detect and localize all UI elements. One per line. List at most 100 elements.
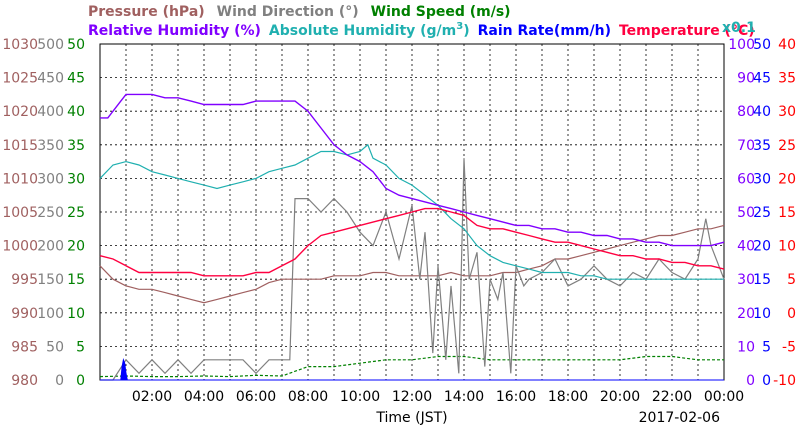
temp-tick-label: 0: [787, 306, 796, 322]
wind-dir-tick-label: 50: [46, 339, 64, 355]
rain-tick-label: 50: [753, 37, 771, 53]
legend-wind-dir: Wind Direction (°): [217, 4, 359, 20]
right-axes: 1009080706050403020100504540353025201510…: [728, 37, 796, 389]
x-tick-label: 22:00: [652, 389, 692, 405]
x-tick-label: 02:00: [132, 389, 172, 405]
grid: [100, 44, 724, 380]
rel-hum-tick-label: 100: [728, 37, 755, 53]
x-tick-label: 10:00: [340, 389, 380, 405]
rel-hum-tick-label: 90: [737, 71, 755, 87]
temp-tick-label: 30: [778, 104, 796, 120]
rain-tick-label: 5: [762, 339, 771, 355]
series-wind-speed: [99, 355, 724, 378]
pressure-tick-label: 1005: [2, 205, 38, 221]
x-tick-label: 20:00: [600, 389, 640, 405]
pressure-tick-label: 1020: [2, 104, 38, 120]
series-rel-hum: [100, 93, 725, 247]
x-axis-title: Time (JST): [375, 410, 447, 426]
wind-speed-tick-label: 40: [67, 104, 85, 120]
pressure-tick-label: 990: [11, 306, 38, 322]
legend-abs-hum: Absolute Humidity (g/m3): [269, 21, 470, 39]
pressure-tick-label: 1000: [2, 239, 38, 255]
rain-tick-label: 25: [753, 205, 771, 221]
chart-date: 2017-02-06: [639, 410, 720, 426]
rel-hum-tick-label: 50: [737, 205, 755, 221]
rain-tick-label: 10: [753, 306, 771, 322]
wind-dir-tick-label: 250: [37, 205, 64, 221]
rain-tick-label: 20: [753, 239, 771, 255]
rain-tick-label: 15: [753, 272, 771, 288]
temp-tick-label: 25: [778, 138, 796, 154]
rain-tick-label: 30: [753, 171, 771, 187]
x-tick-label: 18:00: [548, 389, 588, 405]
wind-dir-tick-label: 450: [37, 71, 64, 87]
x-tick-label: 16:00: [496, 389, 536, 405]
legend-pressure: Pressure (hPa): [88, 4, 205, 20]
series-wind-dir: [100, 158, 725, 381]
pressure-tick-label: 1025: [2, 71, 38, 87]
rel-hum-tick-label: 70: [737, 138, 755, 154]
wind-dir-tick-label: 100: [37, 306, 64, 322]
pressure-tick-label: 1015: [2, 138, 38, 154]
left-axes: 1030102510201015101010051000995990985980…: [2, 37, 85, 389]
wind-speed-tick-label: 20: [67, 239, 85, 255]
wind-speed-tick-label: 10: [67, 306, 85, 322]
series-rain-rate: [100, 358, 724, 381]
rel-hum-tick-label: 40: [737, 239, 755, 255]
series-pressure: [99, 224, 725, 304]
pressure-tick-label: 1010: [2, 171, 38, 187]
series-abs-hum: [99, 143, 724, 280]
rel-hum-tick-label: 30: [737, 272, 755, 288]
wind-speed-tick-label: 25: [67, 205, 85, 221]
x-axis: 02:00 04:00 06:00 08:00 10:00 12:00 14:00 16:00…: [132, 389, 744, 405]
wind-speed-tick-label: 35: [67, 138, 85, 154]
temp-tick-label: 10: [778, 239, 796, 255]
abs-humidity-scale-note: x0.1: [722, 20, 756, 36]
legend-rel-hum: Relative Humidity (%): [88, 23, 261, 39]
wind-speed-tick-label: 30: [67, 171, 85, 187]
wind-dir-tick-label: 500: [37, 37, 64, 53]
pressure-tick-label: 995: [11, 272, 38, 288]
wind-dir-tick-label: 0: [55, 373, 64, 389]
series-group: [99, 93, 725, 381]
x-tick-label: 14:00: [444, 389, 484, 405]
wind-dir-tick-label: 300: [37, 171, 64, 187]
rain-tick-label: 0: [762, 373, 771, 389]
wind-speed-tick-label: 5: [76, 339, 85, 355]
temp-tick-label: 5: [787, 272, 796, 288]
series-temp: [99, 207, 725, 277]
rel-hum-tick-label: 0: [746, 373, 755, 389]
wind-dir-tick-label: 200: [37, 239, 64, 255]
rel-hum-tick-label: 80: [737, 104, 755, 120]
temp-tick-label: -5: [782, 339, 796, 355]
wind-dir-tick-label: 150: [37, 272, 64, 288]
rel-hum-tick-label: 20: [737, 306, 755, 322]
temp-tick-label: 20: [778, 171, 796, 187]
pressure-tick-label: 985: [11, 339, 38, 355]
rain-tick-label: 40: [753, 104, 771, 120]
temp-tick-label: 35: [778, 71, 796, 87]
x-tick-label: 06:00: [236, 389, 276, 405]
legend-rain: Rain Rate(mm/h): [478, 23, 611, 39]
wind-speed-tick-label: 15: [67, 272, 85, 288]
legend-temp: Temperature (°C): [619, 23, 755, 39]
rel-hum-tick-label: 10: [737, 339, 755, 355]
rel-hum-tick-label: 60: [737, 171, 755, 187]
pressure-tick-label: 980: [11, 373, 38, 389]
pressure-tick-label: 1030: [2, 37, 38, 53]
temp-tick-label: -10: [773, 373, 796, 389]
x-tick-label: 04:00: [184, 389, 224, 405]
wind-speed-tick-label: 45: [67, 71, 85, 87]
temp-tick-label: 15: [778, 205, 796, 221]
x-tick-label: 12:00: [392, 389, 432, 405]
x-tick-label: 00:00: [704, 389, 744, 405]
wind-dir-tick-label: 400: [37, 104, 64, 120]
wind-speed-tick-label: 0: [76, 373, 85, 389]
x-tick-label: 08:00: [288, 389, 328, 405]
wind-speed-tick-label: 50: [67, 37, 85, 53]
legend: Pressure (hPa) Wind Direction (°) Wind Spe…: [88, 4, 755, 39]
temp-tick-label: 40: [778, 37, 796, 53]
rain-tick-label: 45: [753, 71, 771, 87]
wind-dir-tick-label: 350: [37, 138, 64, 154]
